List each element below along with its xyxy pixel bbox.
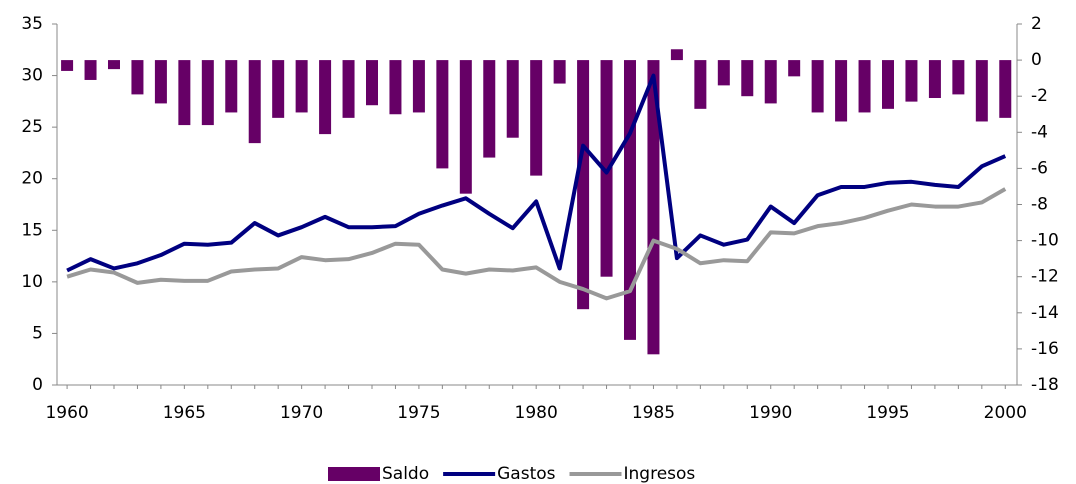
bar [272,60,285,118]
bar [459,60,472,194]
y2-tick-label: -2 [1031,86,1048,106]
bar [623,60,636,340]
bar [178,60,191,126]
y-tick-label: 5 [32,323,43,343]
bar [342,60,355,118]
bar [788,60,801,77]
bar [952,60,965,95]
bar [154,60,167,104]
y-tick-label: 30 [21,66,43,86]
bar [670,49,683,61]
bar [881,60,894,109]
bar [506,60,519,138]
bar [201,60,214,126]
y2-tick-label: -4 [1031,122,1048,142]
bar [999,60,1012,118]
bar [389,60,402,115]
line [66,73,1007,273]
bar [811,60,824,113]
bar [975,60,988,122]
y2-tick-label: -6 [1031,158,1048,178]
x-tick-label: 1970 [280,403,323,423]
legend-swatch [328,467,380,481]
x-tick-label: 1990 [749,403,792,423]
bar [928,60,941,99]
bar [647,60,660,355]
y2-tick-label: -8 [1031,195,1048,215]
bar [858,60,871,113]
bar [248,60,261,144]
bar [741,60,754,97]
bar [717,60,730,86]
bar [365,60,378,106]
y2-tick-label: -18 [1031,375,1059,395]
x-tick-label: 1985 [632,403,675,423]
y-tick-label: 15 [21,220,43,240]
y-tick-label: 35 [21,14,43,34]
bar [905,60,918,102]
y-tick-label: 25 [21,117,43,137]
bar [295,60,308,113]
x-tick-label: 1980 [515,403,558,423]
y-tick-label: 0 [32,375,43,395]
line [66,187,1007,301]
bar [319,60,332,135]
y2-tick-label: 2 [1031,14,1042,34]
x-tick-label: 2000 [984,403,1027,423]
legend-label: Ingresos [624,464,696,484]
bar [835,60,848,122]
bar [530,60,543,176]
bar [577,60,590,310]
bar [483,60,496,158]
y-tick-label: 20 [21,169,43,189]
x-tick-label: 1975 [397,403,440,423]
legend-label: Saldo [382,464,429,484]
bar [131,60,144,95]
bar [436,60,449,169]
x-tick-label: 1995 [866,403,909,423]
y2-tick-label: -10 [1031,231,1059,251]
bar [61,60,74,71]
bar [553,60,566,84]
y2-tick-label: -16 [1031,339,1059,359]
x-tick-label: 1965 [163,403,206,423]
bar [107,60,120,70]
bar [225,60,238,113]
bar [694,60,707,109]
y2-tick-label: -12 [1031,267,1059,287]
y2-tick-label: -14 [1031,303,1059,323]
bar [412,60,425,113]
bar [600,60,613,277]
y-tick-label: 10 [21,272,43,292]
x-tick-label: 1960 [45,403,88,423]
bar [764,60,777,104]
bar [84,60,97,80]
y2-tick-label: 0 [1031,50,1042,70]
legend-label: Gastos [497,464,556,484]
